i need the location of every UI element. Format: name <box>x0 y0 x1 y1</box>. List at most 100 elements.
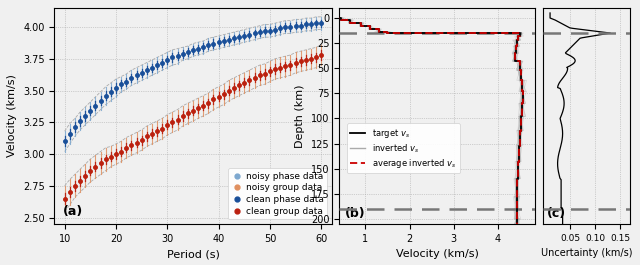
Point <box>85 169 95 173</box>
Point <box>260 72 270 76</box>
Point <box>280 64 291 69</box>
Point <box>229 86 239 90</box>
Point <box>198 104 209 108</box>
X-axis label: Period (s): Period (s) <box>166 249 220 259</box>
Point <box>141 134 152 138</box>
Point <box>219 39 229 43</box>
Point <box>265 29 275 33</box>
Point <box>85 169 95 173</box>
Point <box>250 76 260 80</box>
Point <box>244 78 255 82</box>
Point <box>182 50 193 55</box>
Point <box>311 21 321 25</box>
Point <box>214 40 224 44</box>
Point <box>285 63 296 67</box>
Point <box>80 174 90 178</box>
Point <box>250 31 260 36</box>
Point <box>162 58 172 62</box>
Point <box>162 123 172 127</box>
Point <box>275 26 285 30</box>
Point <box>224 38 234 42</box>
Point <box>214 95 224 99</box>
Point <box>306 22 316 26</box>
Point <box>167 55 177 60</box>
Point <box>172 118 182 122</box>
Point <box>306 57 316 61</box>
Point <box>80 114 90 118</box>
Point <box>311 55 321 60</box>
Point <box>229 36 239 41</box>
Y-axis label: Depth (km): Depth (km) <box>295 84 305 148</box>
Point <box>131 140 141 145</box>
Point <box>260 72 270 76</box>
Point <box>121 80 131 84</box>
Point <box>136 71 147 75</box>
Point <box>90 104 100 108</box>
Point <box>234 83 244 87</box>
Point <box>167 55 177 60</box>
Point <box>219 39 229 43</box>
Legend: target $v_s$, inverted $v_s$, average inverted $v_s$: target $v_s$, inverted $v_s$, average in… <box>347 123 460 173</box>
Point <box>65 132 75 136</box>
Point <box>188 109 198 113</box>
Point <box>204 43 214 47</box>
Point <box>80 174 90 178</box>
Point <box>244 33 255 37</box>
Point <box>265 29 275 33</box>
Point <box>157 126 167 131</box>
Point <box>157 126 167 131</box>
Point <box>95 161 106 165</box>
Point <box>250 76 260 80</box>
Point <box>162 58 172 62</box>
Point <box>100 157 111 161</box>
Point <box>234 83 244 87</box>
Point <box>244 78 255 82</box>
Point <box>291 60 301 65</box>
Point <box>70 125 80 130</box>
Point <box>234 35 244 39</box>
Point <box>301 22 311 26</box>
Point <box>291 24 301 28</box>
Point <box>260 29 270 33</box>
Point <box>141 134 152 138</box>
Point <box>172 54 182 58</box>
Point <box>209 97 219 101</box>
Point <box>65 190 75 194</box>
Point <box>275 65 285 70</box>
Text: (a): (a) <box>63 205 83 218</box>
Point <box>224 38 234 42</box>
Point <box>162 123 172 127</box>
Point <box>126 76 136 80</box>
Point <box>280 25 291 29</box>
Point <box>275 65 285 70</box>
Point <box>121 145 131 150</box>
Point <box>147 132 157 136</box>
Point <box>204 101 214 105</box>
Point <box>126 76 136 80</box>
Point <box>204 101 214 105</box>
Point <box>280 25 291 29</box>
Point <box>270 28 280 32</box>
X-axis label: Velocity (km/s): Velocity (km/s) <box>396 249 479 259</box>
Point <box>296 59 306 63</box>
Point <box>306 22 316 26</box>
Point <box>204 43 214 47</box>
Point <box>182 50 193 55</box>
Point <box>311 55 321 60</box>
Point <box>126 143 136 147</box>
Point <box>265 69 275 74</box>
Point <box>75 119 85 123</box>
Point <box>229 86 239 90</box>
Point <box>95 161 106 165</box>
Point <box>177 114 188 118</box>
Y-axis label: Velocity (km/s): Velocity (km/s) <box>8 74 17 157</box>
Point <box>116 149 126 154</box>
Point <box>131 73 141 77</box>
Point <box>85 109 95 113</box>
Point <box>136 138 147 142</box>
Point <box>198 45 209 50</box>
Point <box>182 111 193 116</box>
Point <box>270 28 280 32</box>
Point <box>70 125 80 130</box>
Point <box>60 196 70 201</box>
